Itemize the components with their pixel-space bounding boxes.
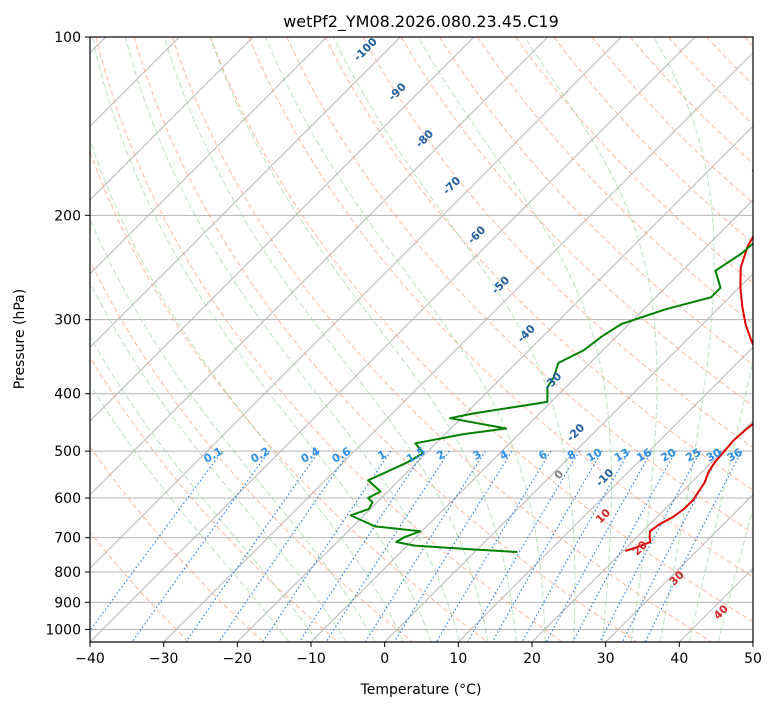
dry-adiabat-line [553,37,753,244]
x-tick-label: −20 [223,651,253,667]
dry-adiabat-line [210,37,753,623]
moist-adiabat-line [90,383,290,642]
y-tick-label: 500 [54,444,81,460]
moist-adiabat-line [90,217,376,642]
dry-adiabat-line [90,356,339,642]
y-tick-label: 100 [54,30,81,46]
isotherm-line [384,272,753,642]
x-tick-label: −40 [75,651,105,667]
mixing-ratio-line [393,450,513,642]
mixing-ratio-line [491,450,603,642]
x-axis-label: Temperature (°C) [360,682,482,698]
x-tick-label: 50 [744,651,762,667]
dry-adiabat-line [629,37,753,165]
mixing-ratio-line [467,450,580,642]
moist-adiabat-line [90,138,404,642]
moist-adiabat-line [265,37,546,642]
isotherm-line [90,37,549,496]
mixing-ratio-line [435,450,552,642]
y-tick-label: 900 [54,595,81,611]
moist-adiabat-line [125,37,461,642]
isotherm-line [163,51,753,642]
y-tick-label: 400 [54,387,81,403]
dry-adiabat-line [286,37,753,534]
x-tick-label: −30 [149,651,179,667]
y-axis-label: Pressure (hPa) [12,289,28,389]
moist-adiabat-line [209,37,517,642]
dry-adiabat-line [171,37,712,642]
y-tick-label: 1000 [45,622,81,638]
mixing-ratio-line [131,450,270,642]
moist-adiabat-line [163,37,489,642]
dry-adiabat-line [400,37,753,407]
moist-adiabat-line [91,37,432,642]
isotherm-line [90,37,475,422]
axes: −40 −30 −20 −10 0 10 20 30 40 50 100 200 300 400 500 60… [45,30,762,667]
x-tick-label: 40 [670,651,688,667]
isotherm-line [90,37,254,201]
x-tick-label: 0 [380,651,389,667]
isotherm-line [90,37,622,570]
y-tick-label: 700 [54,531,81,547]
y-tick-label: 200 [54,208,81,224]
isotherm-line [531,420,753,642]
dry-adiabat-line [324,37,753,491]
isotherm-line [605,493,753,642]
mixing-ratio-line [185,450,320,642]
x-tick-label: 20 [523,651,541,667]
isotherm-line [90,37,401,349]
dry-adiabat-line [248,37,753,578]
moist-adiabat-line [688,358,753,642]
temperature-profile-line [624,235,753,552]
mixing-ratio-line [572,450,677,642]
dry-adiabat-line [362,37,753,449]
dry-adiabat-line [90,259,414,642]
moist-adiabat-line [90,335,319,642]
dry-adiabat-line [95,37,563,642]
moist-adiabat-line [332,37,576,642]
mixing-ratio-line [599,450,701,642]
moist-adiabat-line [417,37,612,642]
x-tick-label: 30 [597,651,615,667]
x-tick-label: 10 [449,651,467,667]
mixing-ratio-line [545,450,653,642]
y-tick-label: 300 [54,313,81,329]
y-tick-label: 600 [54,491,81,507]
dry-adiabat-line [133,37,638,642]
mixing-ratio-line [218,450,351,642]
chart-title: wetPf2_YM08.2026.080.23.45.C19 [283,12,559,32]
dry-adiabat-line [515,37,753,284]
dry-adiabat-line [438,37,753,366]
plot-frame [89,36,754,643]
moist-adiabat-line [90,281,347,642]
isotherm-line [90,37,328,275]
isotherm-line [90,37,696,642]
data-series [349,169,753,553]
x-tick-label: −10 [296,651,326,667]
isotherm-line [236,125,753,642]
mixing-ratio-line [521,450,630,642]
isotherm-line [457,346,753,642]
y-tick-label: 800 [54,565,81,581]
moist-adiabat-line [653,37,715,642]
moist-adiabat-line [524,37,658,642]
dry-adiabat-line [90,445,264,642]
dewpoint-profile-line [349,169,753,553]
